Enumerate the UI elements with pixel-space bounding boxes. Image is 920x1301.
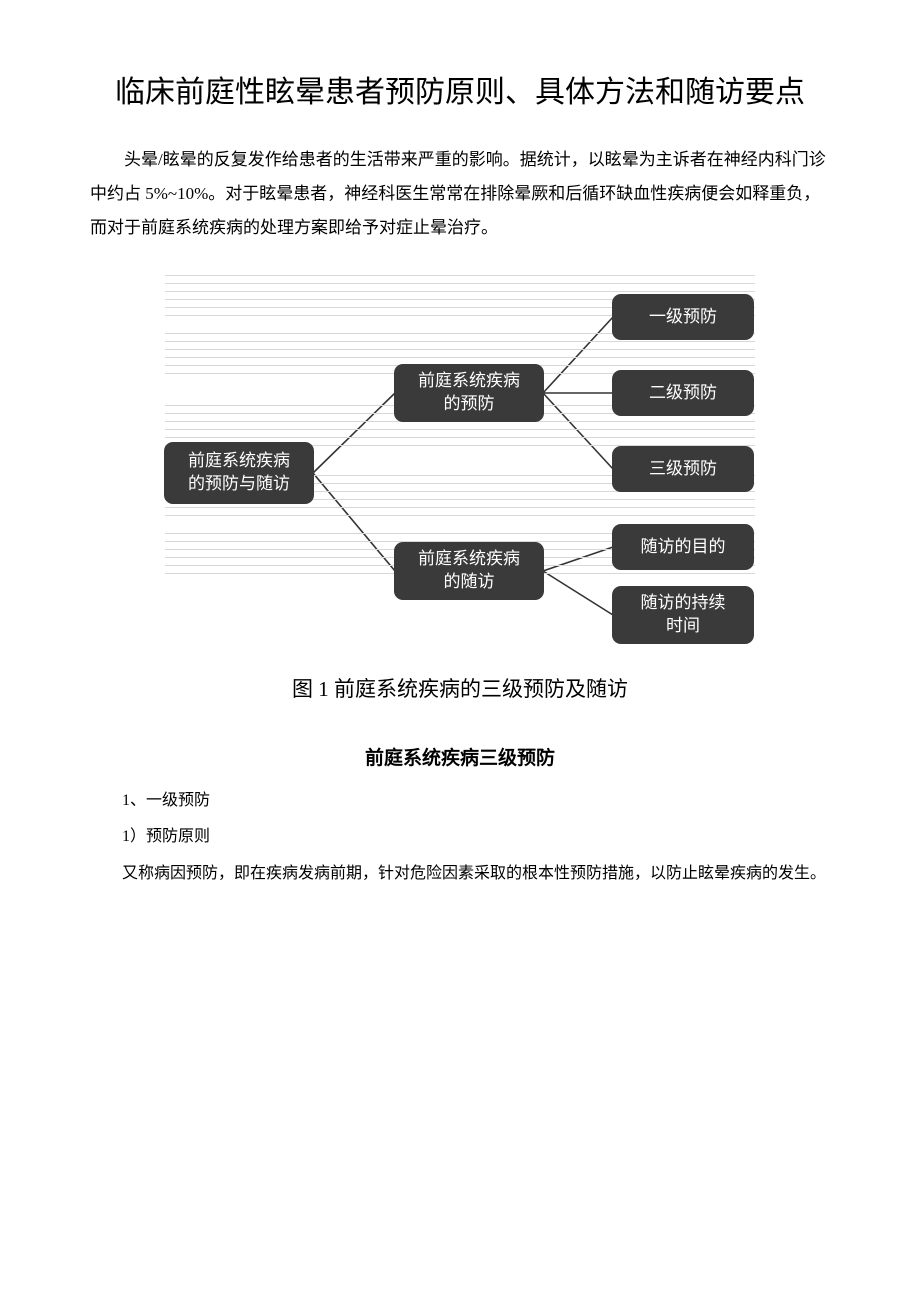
body-paragraph: 又称病因预防，即在疾病发病前期，针对危险因素采取的根本性预防措施，以防止眩晕疾病… bbox=[90, 859, 830, 889]
intro-paragraph: 头晕/眩晕的反复发作给患者的生活带来严重的影响。据统计，以眩晕为主诉者在神经内科… bbox=[90, 143, 830, 245]
tree-diagram: 前庭系统疾病的预防与随访 前庭系统疾病的预防前庭系统疾病的随访 一级预防二级预防三级… bbox=[165, 275, 755, 655]
diagram-container: 前庭系统疾病的预防与随访 前庭系统疾病的预防前庭系统疾病的随访 一级预防二级预防三级… bbox=[165, 275, 755, 655]
tree-node-f2: 随访的持续时间 bbox=[613, 587, 753, 643]
tree-node-f1: 随访的目的 bbox=[613, 525, 753, 569]
section-heading: 前庭系统疾病三级预防 bbox=[90, 743, 830, 770]
tree-node-l3: 三级预防 bbox=[613, 447, 753, 491]
tree-node-l1: 一级预防 bbox=[613, 295, 753, 339]
list-item-1-1: 1）预防原则 bbox=[122, 822, 830, 852]
tree-node-l2: 二级预防 bbox=[613, 371, 753, 415]
tree-node-mid2: 前庭系统疾病的随访 bbox=[395, 543, 543, 599]
page-title: 临床前庭性眩晕患者预防原则、具体方法和随访要点 bbox=[90, 70, 830, 115]
tree-node-root: 前庭系统疾病的预防与随访 bbox=[165, 443, 313, 503]
tree-node-mid1: 前庭系统疾病的预防 bbox=[395, 365, 543, 421]
list-item-1: 1、一级预防 bbox=[122, 786, 830, 816]
figure-caption: 图 1 前庭系统疾病的三级预防及随访 bbox=[90, 673, 830, 703]
